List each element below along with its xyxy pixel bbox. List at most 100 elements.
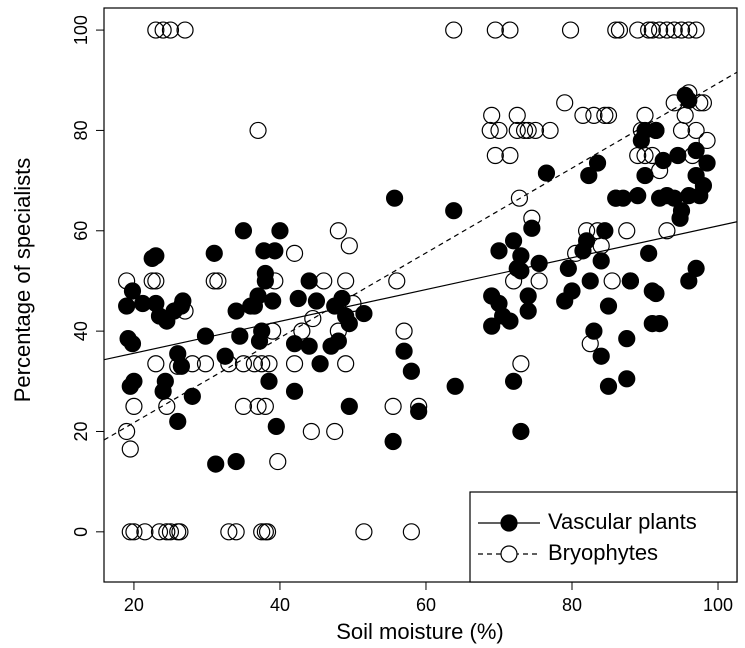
point [344, 294, 362, 313]
point [581, 272, 599, 290]
point [672, 202, 691, 220]
point [567, 244, 585, 262]
point [486, 21, 504, 39]
point [537, 164, 556, 182]
point [249, 121, 267, 140]
point [311, 355, 329, 373]
legend-marker [500, 545, 518, 563]
y-axis-label: Percentage of specialists [10, 158, 35, 403]
point [171, 523, 189, 541]
point [658, 222, 676, 240]
point [672, 121, 691, 140]
point [340, 237, 358, 255]
point [220, 523, 238, 541]
point [585, 106, 603, 124]
legend-label: Vascular plants [548, 509, 697, 534]
point [285, 244, 304, 262]
point [618, 330, 636, 348]
point [508, 106, 526, 124]
point [355, 304, 373, 323]
point [512, 422, 530, 441]
point [300, 272, 318, 290]
point [302, 422, 320, 441]
point [289, 289, 307, 308]
point [231, 327, 249, 345]
point [446, 377, 464, 395]
point [651, 21, 669, 39]
point [234, 355, 253, 373]
point [136, 523, 154, 541]
point [523, 209, 541, 227]
legend-label: Bryophytes [548, 540, 658, 565]
point [402, 362, 420, 380]
point [285, 382, 304, 400]
point [293, 322, 311, 340]
point [207, 455, 225, 473]
point [249, 287, 267, 305]
point [118, 297, 136, 315]
point [150, 523, 169, 541]
point [519, 302, 537, 320]
point [445, 202, 463, 220]
point [607, 21, 625, 39]
point [541, 121, 559, 140]
point [161, 21, 180, 39]
legend-marker [500, 514, 518, 532]
point [504, 372, 523, 390]
point [125, 372, 143, 390]
point [315, 272, 333, 290]
point [512, 247, 530, 265]
point [227, 302, 245, 320]
point [665, 21, 683, 39]
point [329, 222, 347, 240]
point [410, 397, 428, 415]
point [209, 272, 227, 290]
point [234, 397, 253, 415]
point [483, 317, 501, 335]
point [680, 21, 698, 39]
point [158, 397, 176, 415]
point [337, 355, 355, 373]
point [636, 166, 654, 185]
point [640, 244, 658, 262]
point [599, 377, 618, 395]
point [618, 370, 636, 388]
point [156, 372, 174, 390]
point [614, 189, 632, 207]
point [610, 21, 629, 39]
y-tick-label: 40 [71, 321, 91, 341]
point [676, 106, 694, 124]
point [577, 222, 596, 240]
plot-area [104, 21, 737, 541]
point [658, 21, 676, 39]
point [121, 440, 139, 458]
y-tick-label: 20 [71, 421, 91, 441]
point [504, 272, 523, 290]
y-tick-label: 100 [71, 15, 91, 45]
point [694, 177, 713, 195]
point [654, 151, 672, 170]
point [169, 357, 187, 375]
point [596, 222, 614, 240]
point [118, 422, 136, 441]
point [636, 146, 654, 165]
point [510, 189, 529, 207]
point [588, 154, 607, 172]
point [556, 94, 574, 112]
point [596, 106, 614, 124]
point [687, 259, 705, 278]
point [621, 272, 640, 290]
point [629, 187, 647, 205]
point [629, 146, 647, 165]
point [592, 237, 610, 255]
point [445, 21, 463, 39]
point [599, 106, 618, 124]
point [183, 387, 201, 405]
point [698, 131, 716, 150]
point [269, 452, 287, 471]
point [227, 523, 245, 541]
point [599, 297, 618, 315]
point [504, 232, 523, 250]
